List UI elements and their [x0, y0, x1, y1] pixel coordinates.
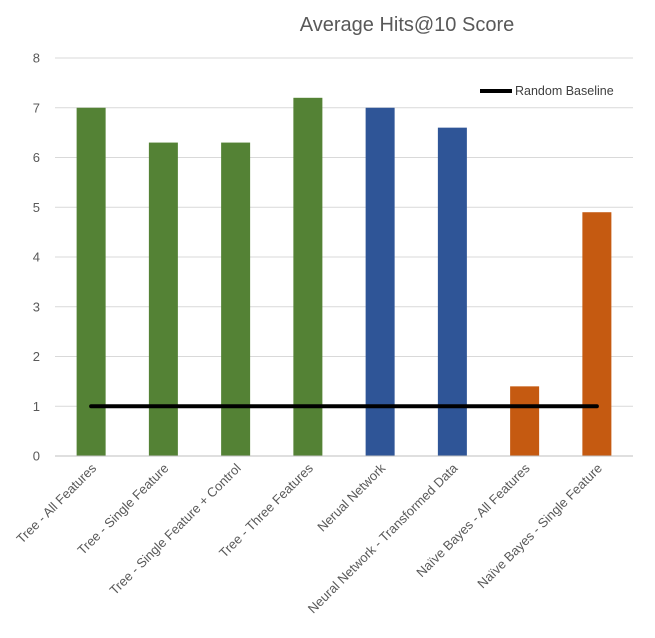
legend-label-baseline: Random Baseline: [515, 84, 614, 98]
y-tick-label: 4: [33, 250, 40, 265]
bar: [510, 386, 540, 456]
y-tick-label: 2: [33, 349, 40, 364]
y-tick-label: 6: [33, 150, 40, 165]
gridlines: [55, 57, 633, 407]
y-tick-label: 0: [33, 449, 40, 464]
x-tick-label: Neural Network - Transformed Data: [305, 460, 461, 616]
y-tick-label: 1: [33, 399, 40, 414]
bar: [582, 212, 612, 456]
bar: [365, 107, 395, 456]
bar: [76, 107, 106, 456]
chart-title: Average Hits@10 Score: [300, 14, 514, 36]
bar: [437, 127, 467, 457]
bar: [293, 97, 323, 457]
y-tick-label: 5: [33, 200, 40, 215]
bar: [221, 142, 251, 456]
bar: [148, 142, 178, 456]
y-tick-label: 8: [33, 51, 40, 66]
x-tick-label: Nerual Network: [314, 460, 388, 534]
legend: Random Baseline: [480, 84, 614, 98]
y-tick-label: 3: [33, 299, 40, 314]
y-axis-ticks: 0 1 2 3 4 5 6 7 8: [33, 51, 40, 464]
bars: [76, 97, 612, 457]
x-tick-label: Tree - Single Feature + Control: [107, 460, 244, 597]
x-tick-label: Naïve Bayes - Single Feature: [474, 461, 605, 592]
y-tick-label: 7: [33, 100, 40, 115]
